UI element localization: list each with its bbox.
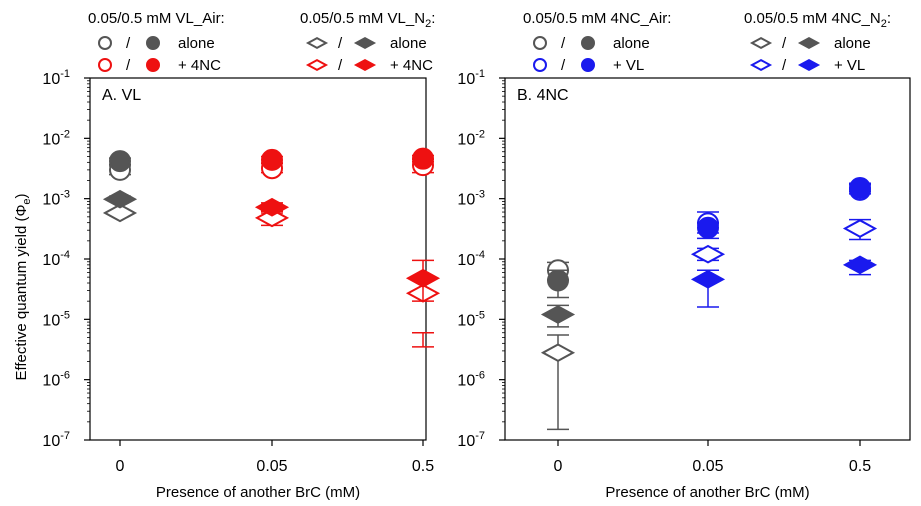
- y-tick-label: 10-1: [457, 68, 485, 88]
- x-axis-label: Presence of another BrC (mM): [156, 484, 360, 501]
- legend-label: + 4NC: [390, 57, 433, 74]
- y-tick-label: 10-5: [457, 309, 485, 329]
- panel-label: B. 4NC: [517, 87, 569, 104]
- y-tick-label: 10-2: [457, 128, 485, 148]
- legend-marker-open: [305, 58, 329, 72]
- x-tick-label: 0.05: [256, 458, 287, 475]
- legend-label: + VL: [613, 57, 644, 74]
- legend-separator: /: [126, 57, 131, 74]
- y-tick-label: 10-7: [457, 430, 485, 450]
- y-tick-label: 10-4: [42, 249, 70, 269]
- x-axis-label: Presence of another BrC (mM): [605, 484, 809, 501]
- plot-frame: [89, 77, 427, 441]
- data-point: [254, 197, 290, 217]
- chart-panel-1: 10-7 10-6 10-5 10-4 10-3 10-2 10-1 0 0.05 0.5 Pres…: [42, 10, 441, 501]
- data-point: [109, 150, 131, 173]
- legend-block: 0.05/0.5 mM 4NC_N2: / alone / + VL: [744, 10, 891, 74]
- data-point: [261, 148, 283, 171]
- y-tick-label: 10-1: [42, 68, 70, 88]
- legend-marker-filled: [146, 58, 160, 72]
- x-tick-label: 0.5: [412, 458, 434, 475]
- chart-panel-2: 10-7 10-6 10-5 10-4 10-3 10-2 10-1 0 0.05 0.5 Pres…: [457, 10, 911, 501]
- data-point: [540, 343, 576, 363]
- legend-separator: /: [338, 35, 343, 52]
- legend-marker-open: [98, 36, 112, 50]
- legend-block: 0.05/0.5 mM VL_Air: / alone / + 4NC: [88, 10, 225, 74]
- legend-marker-filled: [146, 36, 160, 50]
- legend-title: 0.05/0.5 mM 4NC_N2:: [744, 10, 891, 30]
- legend-marker-filled: [353, 36, 377, 50]
- legend-title: 0.05/0.5 mM VL_Air:: [88, 10, 225, 27]
- legend-label: alone: [178, 35, 215, 52]
- y-tick-label: 10-6: [457, 370, 485, 390]
- data-point: [405, 268, 441, 288]
- legend-separator: /: [782, 57, 787, 74]
- legend-marker-open: [749, 58, 773, 72]
- y-tick-label: 10-5: [42, 309, 70, 329]
- data-point: [540, 305, 576, 324]
- data-point: [842, 219, 878, 238]
- x-tick-label: 0.05: [692, 458, 723, 475]
- legend-label: alone: [834, 35, 871, 52]
- y-axis-label: Effective quantum yield (Φe): [13, 193, 33, 380]
- x-tick-label: 0: [554, 458, 563, 475]
- legend-marker-filled: [797, 58, 821, 72]
- legend-marker-open: [749, 36, 773, 50]
- data-point: [102, 203, 138, 223]
- data-point: [102, 189, 138, 209]
- legend-separator: /: [782, 35, 787, 52]
- legend-marker-filled: [797, 36, 821, 50]
- y-tick-label: 10-3: [42, 189, 70, 209]
- panel-label: A. VL: [102, 87, 141, 104]
- legend-separator: /: [126, 35, 131, 52]
- legend-marker-open: [98, 58, 112, 72]
- legend-marker-filled: [581, 58, 595, 72]
- legend-label: alone: [390, 35, 427, 52]
- legend-label: + 4NC: [178, 57, 221, 74]
- legend-marker-open: [533, 58, 547, 72]
- y-tick-label: 10-6: [42, 370, 70, 390]
- legend-marker-filled: [581, 36, 595, 50]
- legend-marker-open: [305, 36, 329, 50]
- legend-block: 0.05/0.5 mM VL_N2: / alone / + 4NC: [300, 10, 435, 74]
- legend-title: 0.05/0.5 mM 4NC_Air:: [523, 10, 671, 27]
- y-tick-label: 10-7: [42, 430, 70, 450]
- data-point: [849, 177, 871, 200]
- legend-title: 0.05/0.5 mM VL_N2:: [300, 10, 435, 30]
- legend-separator: /: [338, 57, 343, 74]
- legend-marker-filled: [353, 58, 377, 72]
- legend-label: alone: [613, 35, 650, 52]
- legend-block: 0.05/0.5 mM 4NC_Air: / alone / + VL: [523, 10, 671, 74]
- y-tick-label: 10-4: [457, 249, 485, 269]
- data-point: [842, 255, 878, 275]
- data-point: [697, 216, 719, 239]
- data-point: [690, 270, 726, 289]
- legend-separator: /: [561, 35, 566, 52]
- y-tick-label: 10-3: [457, 189, 485, 209]
- data-point: [412, 147, 434, 170]
- data-point: [690, 244, 726, 264]
- x-tick-label: 0: [116, 458, 125, 475]
- data-point: [547, 269, 569, 292]
- legend-separator: /: [561, 57, 566, 74]
- legend-marker-open: [533, 36, 547, 50]
- x-tick-label: 0.5: [849, 458, 871, 475]
- y-tick-label: 10-2: [42, 128, 70, 148]
- legend-label: + VL: [834, 57, 865, 74]
